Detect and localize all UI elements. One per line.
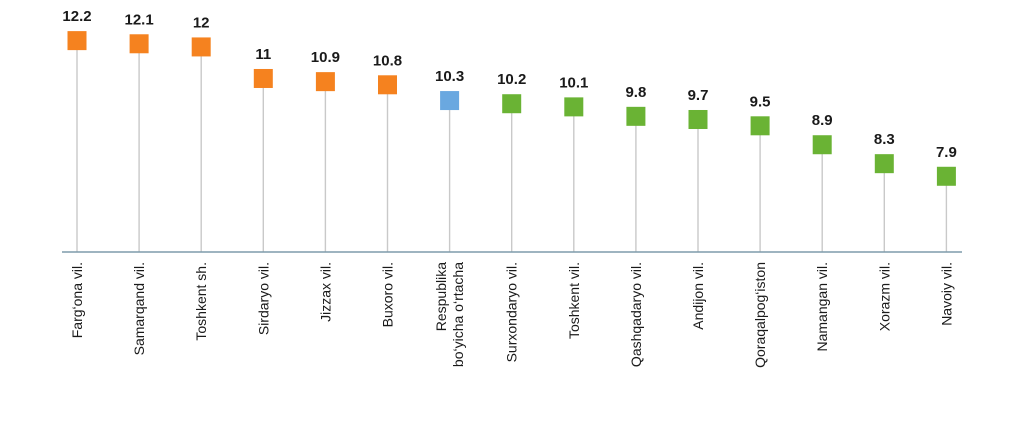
data-marker <box>564 97 584 117</box>
category-label: Farg‘ona vil. <box>69 262 85 338</box>
value-label: 10.2 <box>497 71 526 88</box>
category-labels-layer: Farg‘ona vil. Samarqand vil. Toshkent sh. S… <box>69 262 954 368</box>
category-label: Samarqand vil. <box>131 262 147 355</box>
value-label: 10.1 <box>559 74 588 91</box>
category-label: Xorazm vil. <box>876 262 892 331</box>
category-label: Buxoro vil. <box>380 262 396 327</box>
value-label: 11 <box>255 46 271 63</box>
markers-layer <box>67 31 956 186</box>
value-label: 12 <box>193 14 210 31</box>
data-marker <box>440 91 460 111</box>
value-label: 7.9 <box>936 144 957 161</box>
category-label: Toshkent vil. <box>566 262 582 339</box>
category-label: Jizzax vil. <box>317 262 333 322</box>
data-marker <box>315 72 335 92</box>
value-label: 12.2 <box>62 8 91 25</box>
value-labels-layer: 12.2 12.1 12 11 10.9 10.8 10.3 10.2 10.1 9.8 9.7 9.… <box>62 8 956 161</box>
data-marker <box>936 166 956 186</box>
data-marker <box>191 37 211 57</box>
category-label: Sirdaryo vil. <box>255 262 271 335</box>
value-label: 9.7 <box>688 87 709 104</box>
data-marker <box>874 154 894 174</box>
category-label: bo‘yicha o‘rtacha <box>450 262 466 367</box>
value-label: 10.9 <box>311 49 340 66</box>
value-label: 9.8 <box>625 84 646 101</box>
data-marker <box>129 34 149 54</box>
data-marker <box>750 116 770 136</box>
value-label: 8.3 <box>874 131 895 148</box>
value-label: 10.8 <box>373 52 402 69</box>
category-label: Respublika <box>433 262 449 331</box>
category-label: Andijon vil. <box>690 262 706 330</box>
data-marker <box>67 31 87 51</box>
data-marker <box>253 68 273 88</box>
value-label: 12.1 <box>124 11 153 28</box>
category-label: Qashqadaryo vil. <box>628 262 644 367</box>
category-label: Toshkent sh. <box>193 262 209 341</box>
data-marker <box>378 75 397 95</box>
value-label: 9.5 <box>750 93 771 110</box>
category-label: Qoraqalpog‘iston <box>752 262 768 368</box>
stems-layer <box>76 40 948 252</box>
value-label: 10.3 <box>435 68 464 85</box>
category-label: Surxondaryo vil. <box>504 262 520 362</box>
data-marker <box>812 135 832 155</box>
data-marker <box>502 94 522 114</box>
category-label: Navoiy vil. <box>938 262 954 326</box>
data-marker <box>626 106 646 126</box>
data-marker <box>688 109 708 129</box>
value-label: 8.9 <box>812 112 833 129</box>
category-label: Namangan vil. <box>814 262 830 352</box>
